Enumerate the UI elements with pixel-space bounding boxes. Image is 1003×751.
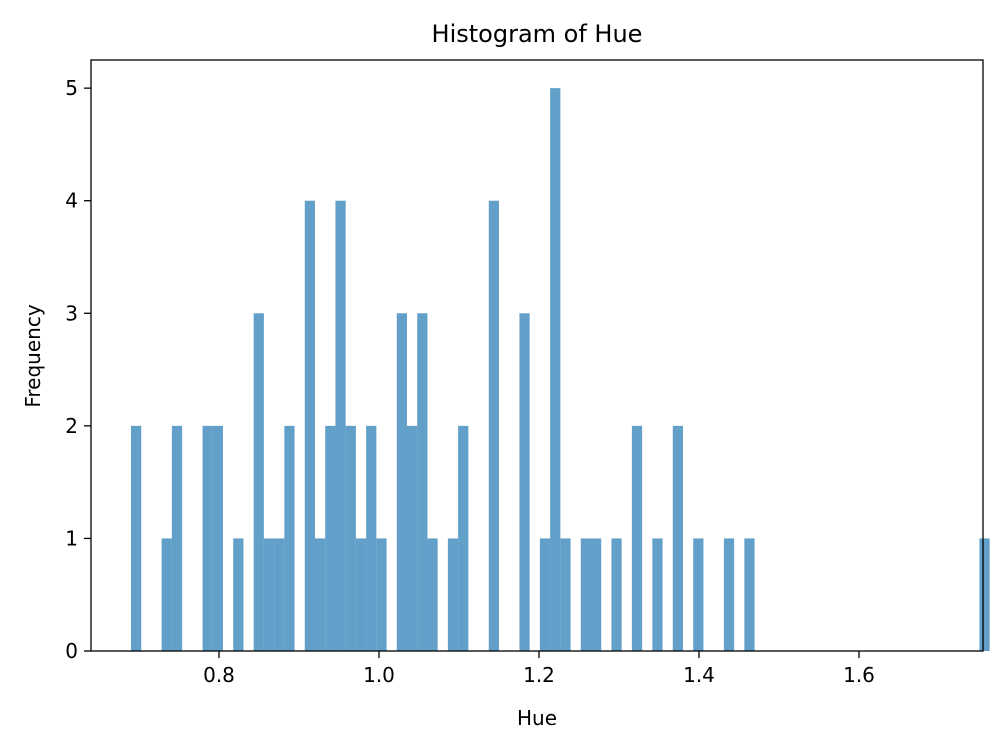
chart-title: Histogram of Hue	[432, 20, 643, 48]
histogram-bar	[744, 538, 755, 651]
y-tick-label: 2	[65, 414, 78, 438]
histogram-bar	[202, 425, 213, 651]
histogram-bar	[631, 425, 643, 651]
histogram-bar	[233, 538, 244, 651]
histogram-bar	[274, 538, 285, 651]
histogram-bar	[488, 200, 500, 651]
histogram-bar	[304, 200, 316, 651]
histogram-bar	[325, 425, 336, 651]
y-ticks-group: 0 1 2 3 4 5	[65, 76, 91, 663]
histogram-bar	[447, 538, 459, 651]
histogram-bar	[161, 538, 172, 651]
plot-area-frame	[90, 59, 984, 652]
y-tick-label: 1	[65, 526, 78, 550]
histogram-bar	[550, 88, 561, 651]
histogram-bar	[560, 538, 571, 651]
histogram-bar	[458, 425, 469, 651]
histogram-bar	[253, 313, 264, 651]
histogram-bar	[345, 425, 356, 651]
histogram-bar	[693, 538, 704, 651]
x-tick-label: 1.2	[523, 663, 555, 687]
histogram-bar	[407, 425, 418, 651]
histogram-bar	[417, 313, 428, 651]
y-tick-label: 0	[65, 639, 78, 663]
histogram-bar	[539, 538, 551, 651]
histogram-bar	[315, 538, 326, 651]
histogram-bar	[427, 538, 438, 651]
histogram-bar	[580, 538, 592, 651]
x-tick-label: 0.8	[203, 663, 235, 687]
histogram-bar	[212, 425, 224, 651]
y-tick-label: 5	[65, 76, 78, 100]
histogram-bar	[284, 425, 295, 651]
histogram-bar	[263, 538, 275, 651]
histogram-bar	[376, 538, 387, 651]
x-tick-label: 1.0	[363, 663, 395, 687]
histogram-bar	[366, 425, 377, 651]
bars-group	[131, 88, 990, 651]
histogram-bar	[171, 425, 183, 651]
y-tick-label: 4	[65, 189, 78, 213]
histogram-bar	[723, 538, 735, 651]
histogram-bar	[672, 425, 684, 651]
x-tick-label: 1.6	[843, 663, 875, 687]
y-axis-label: Frequency	[21, 304, 45, 407]
histogram-bar	[131, 425, 142, 651]
histogram-bar	[591, 538, 602, 651]
histogram-bar	[979, 538, 990, 651]
histogram-bar	[611, 538, 622, 651]
histogram-bar	[652, 538, 663, 651]
histogram-bar	[396, 313, 408, 651]
histogram-bar	[335, 200, 346, 651]
histogram-bar	[355, 538, 367, 651]
x-ticks-group: 0.8 1.0 1.2 1.4 1.6	[203, 651, 875, 687]
y-tick-label: 3	[65, 301, 78, 325]
x-axis-label: Hue	[517, 706, 557, 730]
histogram-bar	[519, 313, 530, 651]
x-tick-label: 1.4	[683, 663, 715, 687]
